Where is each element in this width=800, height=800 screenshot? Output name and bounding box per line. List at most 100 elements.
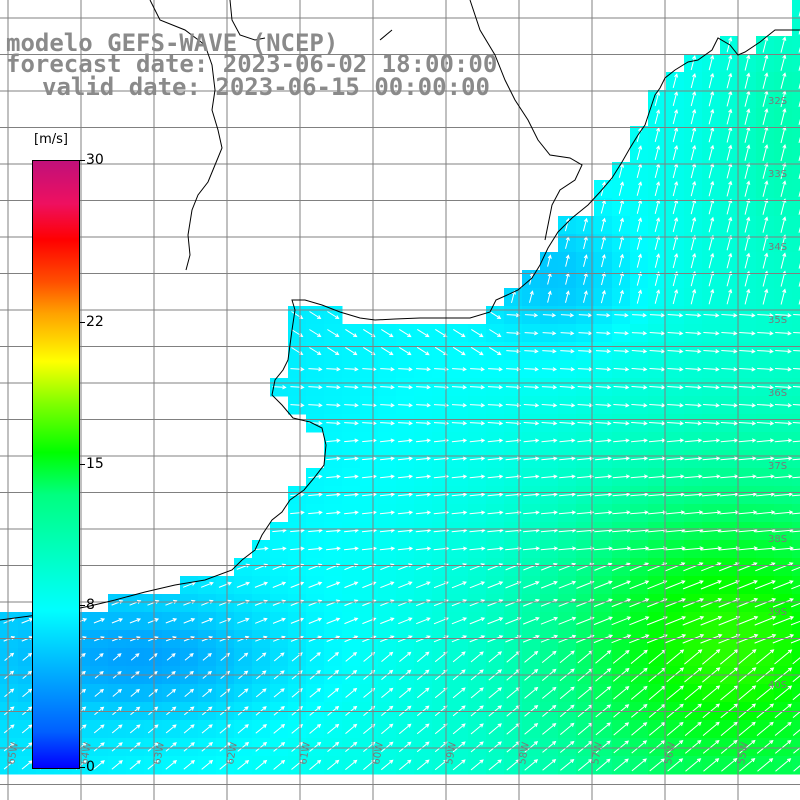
wind-arrow [685,758,702,772]
wind-arrow [666,492,685,497]
wind-arrow [756,438,775,443]
wind-arrow [327,723,340,734]
wind-arrow [184,688,195,697]
wind-speed-cell [792,324,800,343]
wind-arrow [326,581,341,588]
wind-arrow [774,739,792,754]
wind-speed-cell [792,378,800,397]
wind-speed-cell [792,216,800,235]
wind-arrow [362,510,377,515]
wind-arrow [773,580,794,590]
wind-arrow [793,314,800,316]
wind-arrow [415,456,432,461]
wind-arrow [309,329,322,338]
wind-arrow [774,474,793,479]
wind-arrow [129,618,142,624]
wind-arrow [757,367,774,372]
wind-arrow [22,688,33,698]
wind-arrow [793,747,800,754]
longitude-label: 56W [663,741,678,765]
wind-arrow [702,649,721,665]
wind-arrow [708,72,715,89]
wind-arrow [255,617,268,624]
wind-arrow [4,688,15,698]
wind-arrow [666,649,685,665]
wind-arrow [470,759,484,771]
wind-arrow [756,739,774,754]
wind-arrow [595,740,611,754]
wind-arrow [631,740,648,754]
wind-arrow [542,349,557,354]
wind-arrow [726,252,733,269]
wind-arrow [238,652,249,662]
wind-arrow [505,421,522,426]
wind-arrow [690,216,697,233]
wind-arrow [596,331,611,336]
wind-arrow [690,144,697,161]
wind-arrow [469,546,486,551]
wind-speed-cell [792,36,800,55]
wind-arrow [685,349,702,354]
wind-speed-cell [792,234,800,253]
wind-arrow [756,685,775,701]
wind-arrow [780,72,787,89]
wind-arrow [774,721,792,736]
wind-arrow [487,492,504,497]
wind-arrow [547,254,552,267]
wind-arrow [487,546,504,551]
coastline [0,0,800,621]
wind-speed-cell [792,270,800,289]
wind-arrow [470,723,484,735]
wind-arrow [613,686,630,700]
wind-arrow [255,688,267,698]
wind-arrow [757,331,774,336]
wind-arrow [791,512,800,515]
wind-arrow [701,510,722,515]
wind-arrow [702,685,721,701]
wind-arrow [344,403,359,408]
colorbar-tick-mark [79,321,85,323]
wind-arrow [649,349,666,354]
wind-arrow [93,760,105,770]
wind-arrow [792,693,800,701]
wind-arrow [415,474,432,479]
wind-arrow [541,474,558,479]
latitude-label: 32S [768,96,787,107]
wind-speed-cell [792,648,800,667]
wind-arrow [703,313,720,318]
wind-arrow [327,687,340,698]
wind-speed-cell [792,288,800,307]
wind-arrow [4,652,15,661]
wind-arrow [630,456,649,461]
wind-arrow [559,456,576,461]
wind-speed-cell [792,630,800,649]
colorbar-tick-mark [79,160,85,161]
wind-arrow [595,722,611,736]
wind-arrow [757,385,774,390]
wind-arrow [451,510,468,515]
wind-arrow [703,385,720,390]
wind-arrow [416,617,431,625]
wind-arrow [595,438,612,443]
wind-arrow [684,421,703,426]
wind-arrow [380,759,394,771]
wind-speed-cell [792,612,800,631]
wind-arrow [665,510,686,515]
wind-arrow [739,385,756,390]
wind-arrow [416,367,431,372]
wind-arrow [452,346,466,356]
wind-arrow [576,492,595,497]
wind-arrow [772,598,794,608]
wind-arrow [755,492,776,497]
wind-arrow [790,638,800,644]
wind-arrow [685,385,702,390]
wind-arrow [685,403,702,408]
wind-arrow [649,313,666,318]
wind-arrow [470,651,484,663]
wind-arrow [344,510,359,515]
wind-arrow [684,721,702,736]
wind-arrow [488,723,502,735]
wind-arrow [345,651,358,662]
wind-arrow [594,546,613,551]
wind-arrow [690,198,697,215]
